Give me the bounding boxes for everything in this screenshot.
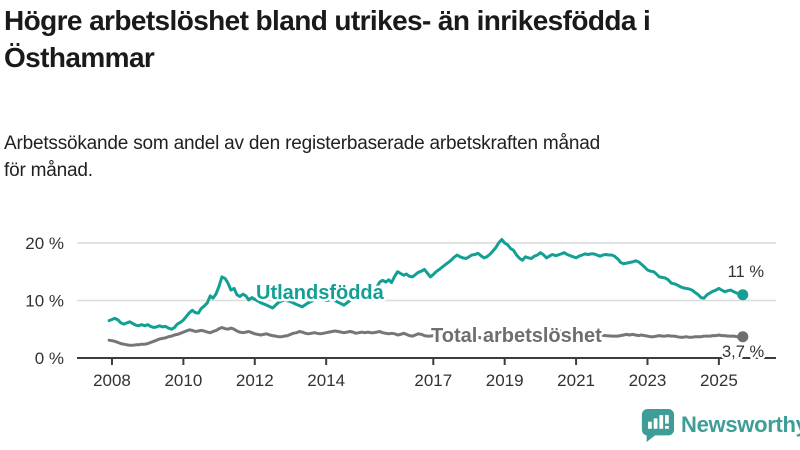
x-tick-label: 2025	[700, 371, 738, 390]
page-title-line-1: Högre arbetslöshet bland utrikes- än inr…	[4, 5, 651, 36]
x-tick-label: 2023	[629, 371, 667, 390]
end-dot-utlandsfodda	[737, 289, 749, 301]
series-line-utlandsfodda	[107, 238, 745, 331]
x-tick-label: 2014	[307, 371, 345, 390]
newsworthy-wordmark: Newsworthy	[681, 412, 800, 437]
series-label-total: Total arbetslöshet	[431, 325, 602, 347]
x-tick-label: 2008	[93, 371, 131, 390]
x-tick-label: 2012	[236, 371, 274, 390]
bar-chart-speech-bubble-icon	[641, 408, 674, 442]
newsworthy-logo[interactable]: Newsworthy	[640, 407, 800, 443]
y-tick-label: 20 %	[25, 234, 64, 253]
page-title: Högre arbetslöshet bland utrikes- än inr…	[4, 2, 796, 76]
x-tick-label: 2021	[557, 371, 595, 390]
x-tick-label: 2017	[414, 371, 452, 390]
series-label-utlandsfodda: Utlandsfödda	[256, 282, 385, 304]
x-tick-label: 2019	[486, 371, 524, 390]
page-title-line-2: Östhammar	[4, 42, 155, 73]
y-tick-label: 10 %	[25, 291, 64, 310]
chart-subtitle-line-1: Arbetssökande som andel av den registerb…	[4, 133, 601, 154]
series-line-total	[107, 326, 745, 347]
end-value-label-total: 3,7 %	[722, 343, 765, 361]
end-dot-total	[737, 331, 749, 343]
chart-subtitle: Arbetssökande som andel av den registerb…	[4, 130, 764, 184]
x-tick-label: 2010	[164, 371, 202, 390]
y-tick-label: 0 %	[35, 349, 64, 368]
end-value-label-utlandsfodda: 11 %	[728, 263, 765, 281]
chart-subtitle-line-2: för månad.	[4, 160, 93, 181]
